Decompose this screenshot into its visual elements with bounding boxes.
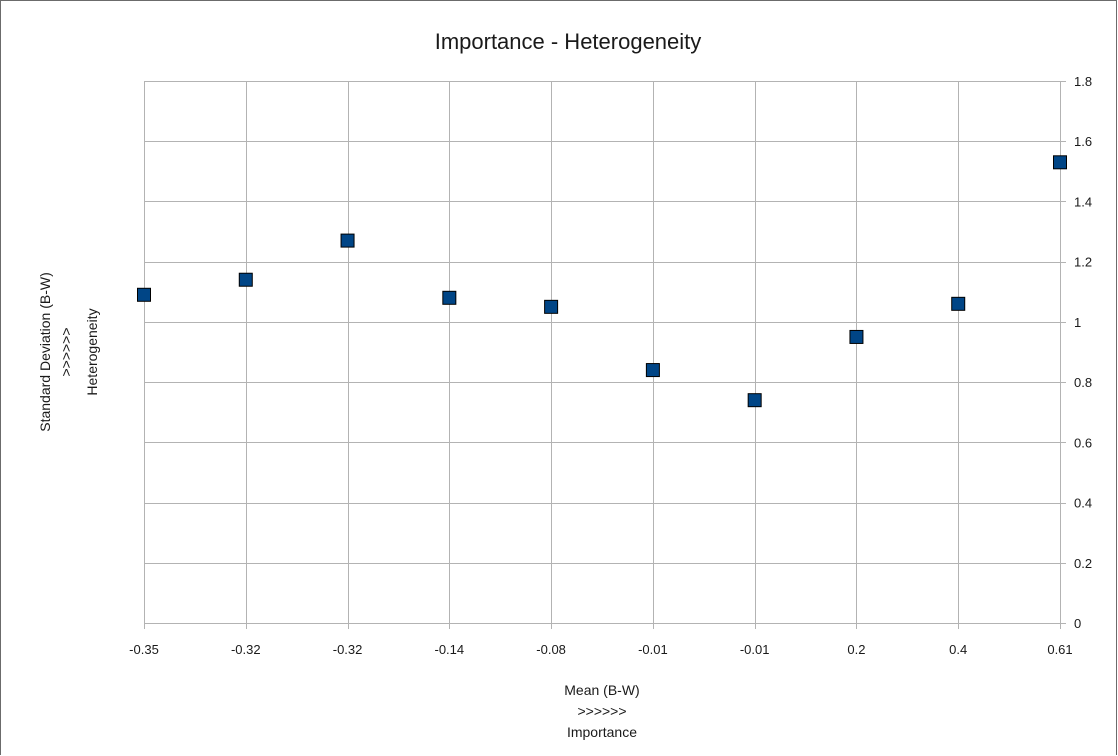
x-axis-title: Mean (B-W) >>>>>> Importance: [564, 682, 639, 740]
y-tick-label: 1: [1074, 315, 1081, 330]
y-tick-label: 1.6: [1074, 134, 1092, 149]
data-point: [544, 299, 559, 314]
x-tick-label: -0.14: [435, 642, 465, 657]
data-point: [951, 296, 966, 311]
x-tick-label: 0.2: [847, 642, 865, 657]
y-tick-label: 1.4: [1074, 194, 1092, 209]
x-axis-title-line: >>>>>>: [577, 703, 626, 719]
x-tick-label: -0.01: [638, 642, 668, 657]
data-point: [849, 329, 864, 344]
y-tick-label: 0.6: [1074, 435, 1092, 450]
y-axis-title: Standard Deviation (B-W) >>>>>> Heterogene…: [37, 272, 100, 432]
x-tick-label: -0.35: [129, 642, 159, 657]
y-tick-labels: 0 0.2 0.4 0.6 0.8 1 1.2 1.4 1.6 1.8: [1074, 74, 1092, 631]
data-point: [137, 287, 151, 302]
grid-lines: [144, 81, 1061, 624]
x-tick-labels: -0.35 -0.32 -0.32 -0.14 -0.08 -0.01 -0.01 0.2 0.…: [129, 642, 1072, 657]
x-axis-title-line: Importance: [567, 724, 637, 740]
data-points: [137, 155, 1067, 408]
data-point: [645, 363, 660, 378]
y-tick-label: 0.8: [1074, 375, 1092, 390]
x-axis-title-line: Mean (B-W): [564, 682, 639, 698]
data-point: [442, 290, 457, 305]
y-tick-label: 0: [1074, 616, 1081, 631]
x-tick-label: -0.32: [231, 642, 261, 657]
y-axis-title-line: Standard Deviation (B-W): [37, 272, 53, 432]
x-tick-label: 0.4: [949, 642, 967, 657]
y-tick-label: 0.4: [1074, 496, 1092, 511]
data-point: [340, 233, 355, 248]
x-tick-label: 0.61: [1047, 642, 1072, 657]
y-tick-label: 1.8: [1074, 74, 1092, 89]
y-tick-label: 1.2: [1074, 255, 1092, 270]
y-tick-label: 0.2: [1074, 556, 1092, 571]
chart-title: Importance - Heterogeneity: [435, 29, 702, 54]
data-point: [238, 272, 253, 287]
x-tick-label: -0.08: [536, 642, 566, 657]
y-axis-title-line: >>>>>>: [58, 327, 74, 376]
data-point: [1053, 155, 1067, 170]
x-tick-label: -0.32: [333, 642, 363, 657]
plot-area: [144, 81, 1061, 624]
data-point: [747, 393, 762, 408]
x-tick-label: -0.01: [740, 642, 770, 657]
axis-ticks: [144, 81, 1066, 629]
y-axis-title-line: Heterogeneity: [84, 308, 100, 395]
